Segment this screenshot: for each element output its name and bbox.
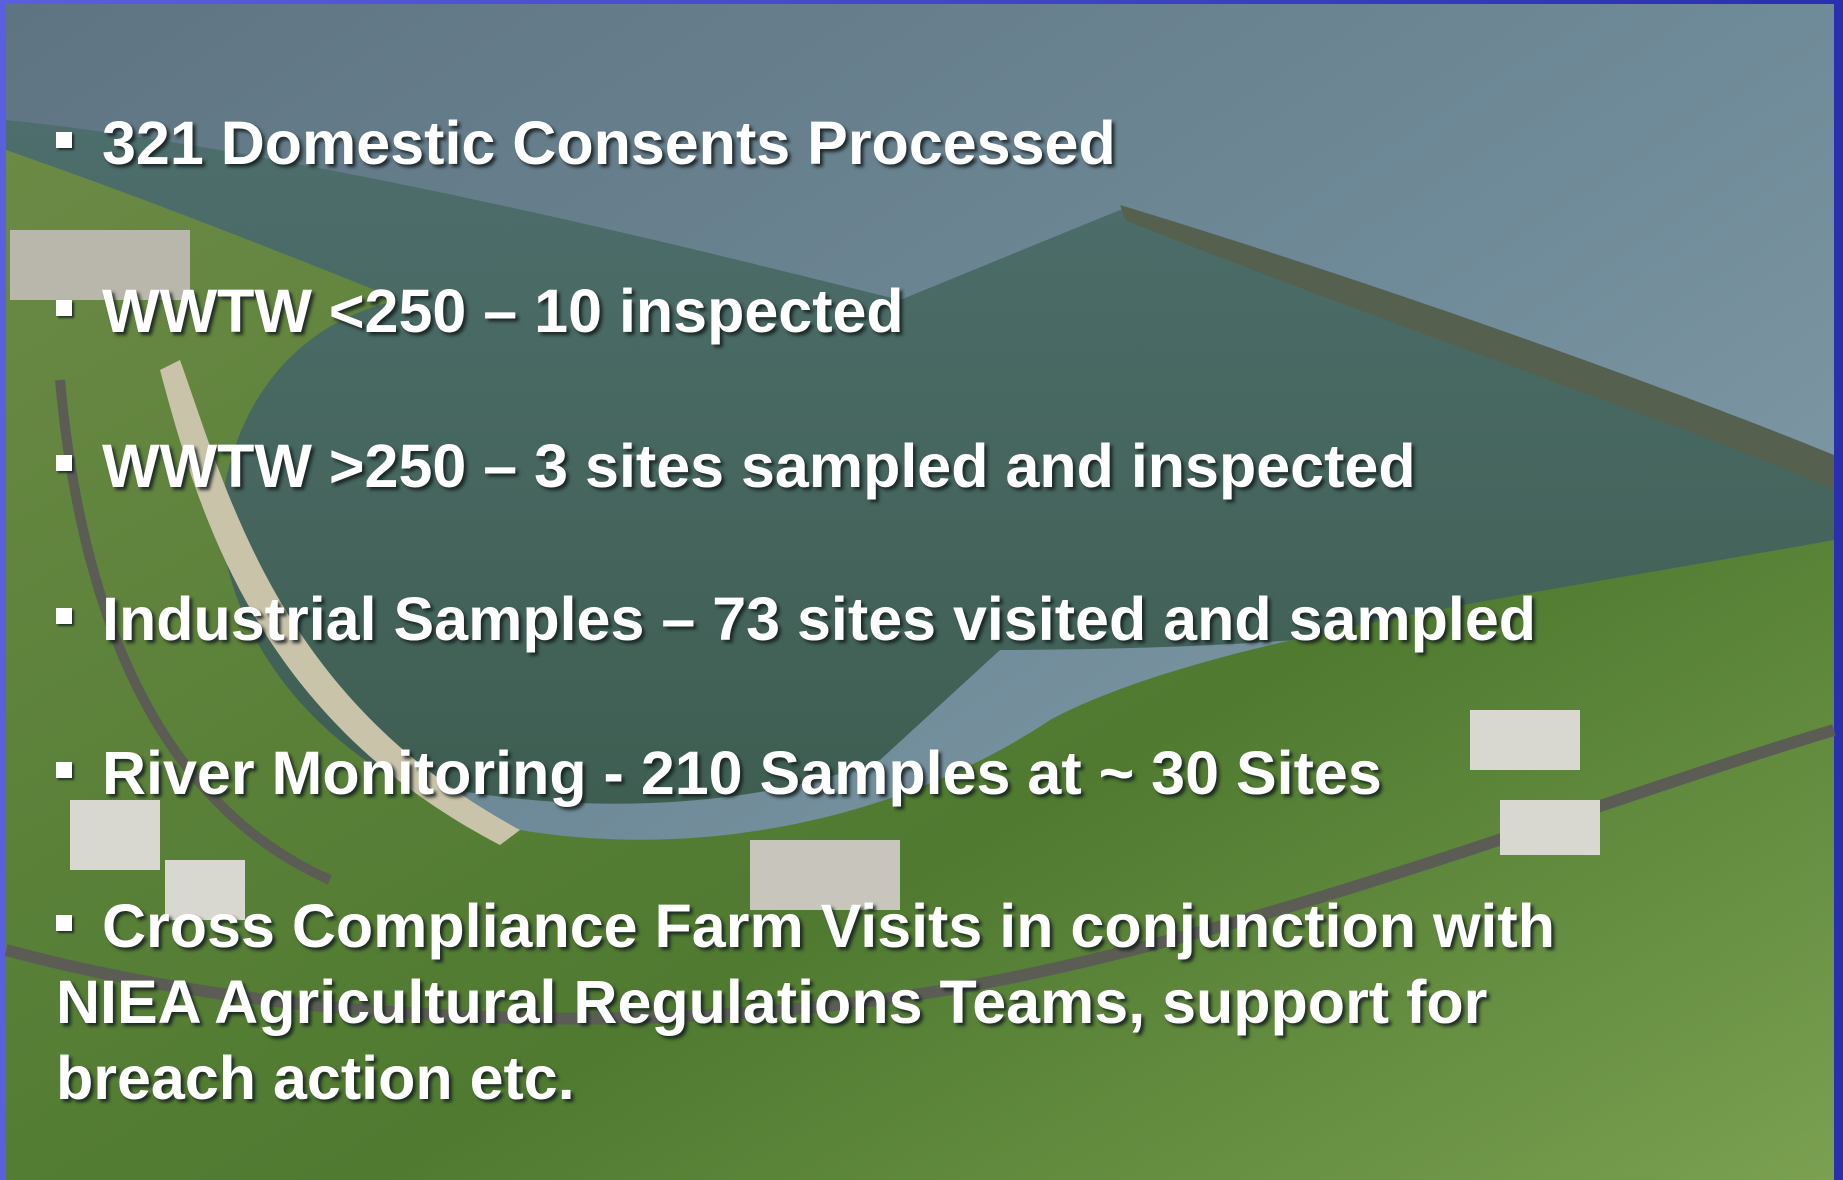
bullet-text: WWTW <250 – 10 inspected [102, 277, 904, 345]
bullet-text: 321 Domestic Consents Processed [102, 109, 1116, 177]
bullet: WWTW >250 – 3 sites sampled and inspecte… [56, 428, 1666, 504]
bullet: 321 Domestic Consents Processed [56, 105, 1666, 181]
bullet: Industrial Samples – 73 sites visited an… [56, 581, 1666, 657]
slide: {"slide": {"bullets": [ "321 Domestic Co… [0, 0, 1843, 1180]
bullet: River Monitoring - 210 Samples at ~ 30 S… [56, 735, 1666, 811]
bullet-text: Cross Compliance Farm Visits in conjunct… [56, 892, 1555, 1112]
bullet: Cross Compliance Farm Visits in conjunct… [56, 888, 1656, 1116]
bullet-text: WWTW >250 – 3 sites sampled and inspecte… [102, 432, 1416, 500]
bullet-text: River Monitoring - 210 Samples at ~ 30 S… [102, 739, 1382, 807]
bullet-text: Industrial Samples – 73 sites visited an… [102, 585, 1536, 653]
bullet: WWTW <250 – 10 inspected [56, 273, 1666, 349]
